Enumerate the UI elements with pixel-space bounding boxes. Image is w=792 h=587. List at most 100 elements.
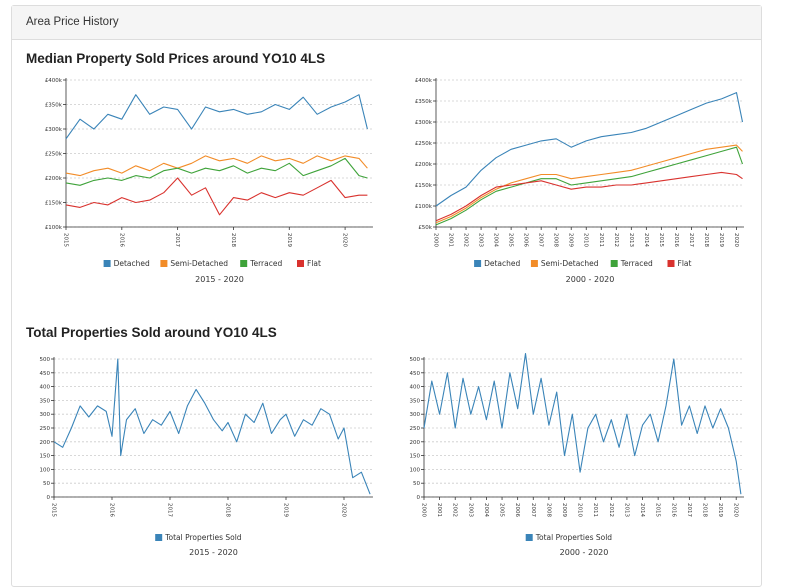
legend-swatch-detached xyxy=(103,260,111,267)
x-tick-label: 2012 xyxy=(608,503,614,517)
legend-label-total-properties-sold: Total Properties Sold xyxy=(535,533,613,542)
x-tick-label: 2015 xyxy=(658,233,664,247)
x-tick-label: 2018 xyxy=(230,233,236,247)
x-tick-label: 2020 xyxy=(341,503,347,517)
total-properties-sold-2000-2020-chart: 0 50 100 150 200 250 300 350 400 450 500 2000 2001 20… xyxy=(410,352,744,557)
legend-label-flat: Flat xyxy=(678,259,692,268)
x-tick-label: 2011 xyxy=(592,503,598,517)
x-tick-label: 2007 xyxy=(530,503,536,517)
y-tick-label: 300 xyxy=(40,412,51,418)
y-tick-label: £250k xyxy=(45,152,63,158)
x-tick-label: 2000 xyxy=(433,233,439,247)
series-line-total-properties-sold xyxy=(423,352,742,495)
legend-swatch-total-properties-sold xyxy=(525,534,533,541)
x-tick-label: 2019 xyxy=(717,503,723,517)
x-tick-label: 2003 xyxy=(467,503,473,517)
chart-subtitle: 2000 - 2020 xyxy=(560,548,609,557)
y-tick-label: £100k xyxy=(45,225,63,231)
y-tick-label: 250 xyxy=(40,426,51,432)
y-tick-label: £200k xyxy=(415,162,433,168)
y-tick-label: 150 xyxy=(410,454,421,460)
y-tick-label: £350k xyxy=(415,99,433,105)
x-tick-label: 2020 xyxy=(733,233,739,247)
x-tick-label: 2005 xyxy=(499,503,505,517)
x-tick-label: 2010 xyxy=(583,233,589,247)
x-tick-label: 2019 xyxy=(286,233,292,247)
x-tick-label: 2016 xyxy=(118,233,124,247)
x-tick-label: 2014 xyxy=(639,503,645,517)
sales-section-title: Total Properties Sold around YO10 4LS xyxy=(26,325,277,340)
detached-semi-terraced-flat-prices-2015-2020-chart: £100k £150k £200k £250k £300k £350k £400k 2015 2… xyxy=(45,78,373,284)
x-tick-label: 2002 xyxy=(452,503,458,517)
x-tick-label: 2013 xyxy=(628,233,634,247)
y-tick-label: £250k xyxy=(415,141,433,147)
y-tick-label: 400 xyxy=(40,385,51,391)
y-tick-label: 50 xyxy=(413,481,420,487)
series-line-semi-detached xyxy=(435,144,743,224)
y-tick-label: £200k xyxy=(45,176,63,182)
series-line-flat xyxy=(65,177,368,216)
x-tick-label: 2016 xyxy=(109,503,115,517)
y-tick-label: £300k xyxy=(415,120,433,126)
series-line-flat xyxy=(435,171,743,222)
y-tick-label: 350 xyxy=(40,398,51,404)
y-tick-label: £300k xyxy=(45,127,63,133)
legend-label-flat: Flat xyxy=(307,259,321,268)
legend-label-detached: Detached xyxy=(484,259,520,268)
y-tick-label: 500 xyxy=(410,357,421,363)
x-tick-label: 2013 xyxy=(623,503,629,517)
chart-subtitle: 2015 - 2020 xyxy=(195,275,244,284)
y-tick-label: 150 xyxy=(40,454,51,460)
y-tick-label: £400k xyxy=(415,78,433,84)
x-tick-label: 2005 xyxy=(508,233,514,247)
x-tick-label: 2015 xyxy=(51,503,57,517)
x-tick-label: 2018 xyxy=(225,503,231,517)
x-tick-label: 2017 xyxy=(167,503,173,517)
total-properties-sold-2015-2020-chart: 0 50 100 150 200 250 300 350 400 450 500 2015 2016 20… xyxy=(40,357,373,557)
x-tick-label: 2004 xyxy=(483,503,489,517)
y-tick-label: 100 xyxy=(410,467,421,473)
y-tick-label: 350 xyxy=(410,398,421,404)
x-tick-label: 2007 xyxy=(538,233,544,247)
series-line-detached xyxy=(435,92,744,207)
x-tick-label: 2017 xyxy=(688,233,694,247)
x-tick-label: 2006 xyxy=(514,503,520,517)
x-tick-label: 2000 xyxy=(421,503,427,517)
y-tick-label: 200 xyxy=(410,440,421,446)
legend-swatch-flat xyxy=(297,260,304,267)
x-tick-label: 2015 xyxy=(63,233,69,247)
y-tick-label: £50k xyxy=(418,225,432,231)
y-tick-label: £400k xyxy=(45,78,63,84)
x-tick-label: 2020 xyxy=(733,503,739,517)
y-tick-label: 100 xyxy=(40,467,51,473)
y-tick-label: 450 xyxy=(410,371,421,377)
x-tick-label: 2017 xyxy=(686,503,692,517)
x-tick-label: 2016 xyxy=(670,503,676,517)
legend-swatch-terraced xyxy=(610,260,618,267)
y-tick-label: £350k xyxy=(45,103,63,109)
legend-label-detached: Detached xyxy=(114,259,150,268)
legend-swatch-terraced xyxy=(240,260,248,267)
y-tick-label: 0 xyxy=(417,495,421,501)
x-tick-label: 2001 xyxy=(448,233,454,247)
x-tick-label: 2009 xyxy=(568,233,574,247)
x-tick-label: 2008 xyxy=(545,503,551,517)
prices-section-title: Median Property Sold Prices around YO10 … xyxy=(26,51,326,66)
legend-label-semi-detached: Semi-Detached xyxy=(541,259,599,268)
series-line-total-properties-sold xyxy=(53,358,371,495)
x-tick-label: 2004 xyxy=(493,233,499,247)
x-tick-label: 2018 xyxy=(701,503,707,517)
legend-swatch-semi-detached xyxy=(530,260,538,267)
y-tick-label: £100k xyxy=(415,204,433,210)
legend-label-semi-detached: Semi-Detached xyxy=(170,259,228,268)
x-tick-label: 2010 xyxy=(577,503,583,517)
x-tick-label: 2001 xyxy=(436,503,442,517)
x-tick-label: 2020 xyxy=(342,233,348,247)
x-tick-label: 2003 xyxy=(478,233,484,247)
x-tick-label: 2012 xyxy=(613,233,619,247)
y-tick-label: 0 xyxy=(47,495,51,501)
legend-label-total-properties-sold: Total Properties Sold xyxy=(164,533,242,542)
y-tick-label: £150k xyxy=(415,183,433,189)
x-tick-label: 2016 xyxy=(673,233,679,247)
x-tick-label: 2011 xyxy=(598,233,604,247)
